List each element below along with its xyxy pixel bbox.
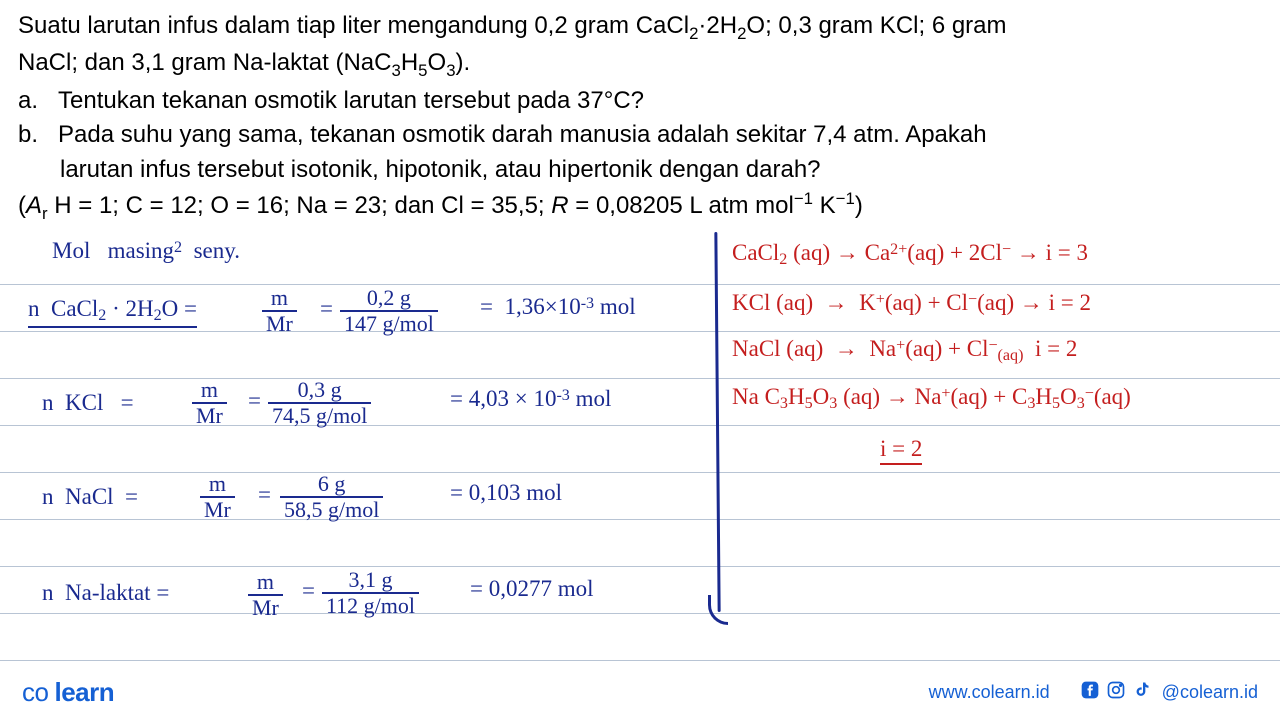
ion-eq-4: Na C3H5O3 (aq) → Na+(aq) + C3H5O3−(aq) [732,384,1131,413]
row4-eq1: = [302,578,315,603]
problem-part-b-2: larutan infus tersebut isotonik, hipoton… [18,154,1262,186]
row2-eq1: = [248,388,261,413]
work-title: Mol masing2 seny. [52,238,240,263]
facebook-icon [1080,680,1100,706]
row1-eq1: = [320,296,333,321]
footer: colearn www.colearn.id @colearn.id [0,677,1280,708]
brand-logo: colearn [22,677,114,708]
ion-eq-3: NaCl (aq) → Na+(aq) + Cl−(aq) i = 2 [732,336,1077,365]
row4-frac1: mMr [248,570,283,620]
row2-result: = 4,03 × 10-3 mol [450,386,611,411]
row1-frac1: mMr [262,286,297,336]
row3-frac1: mMr [200,472,235,522]
row2-frac2: 0,3 g74,5 g/mol [268,378,371,428]
problem-text: Suatu larutan infus dalam tiap liter men… [0,0,1280,234]
row2-lhs: n KCl = [42,390,134,415]
problem-line-1: Suatu larutan infus dalam tiap liter men… [18,10,1262,45]
ion-eq-2: KCl (aq) → K+(aq) + Cl−(aq) → i = 2 [732,290,1091,315]
problem-part-b-1: b. Pada suhu yang sama, tekanan osmotik … [18,119,1262,151]
ion-eq-5: i = 2 [880,436,922,465]
tiktok-icon [1132,680,1152,706]
instagram-icon [1106,680,1126,706]
brand-url: www.colearn.id [929,682,1050,703]
row4-result: = 0,0277 mol [470,576,594,601]
row2-frac1: mMr [192,378,227,428]
row4-lhs: n Na-laktat = [42,580,169,605]
row3-lhs: n NaCl = [42,484,138,509]
problem-part-a: a. Tentukan tekanan osmotik larutan ters… [18,85,1262,117]
row1-result: = 1,36×10-3 mol [480,294,636,319]
row1-lhs: n CaCl2 · 2H2O = [28,296,197,328]
row4-frac2: 3,1 g112 g/mol [322,568,419,618]
problem-line-2: NaCl; dan 3,1 gram Na-laktat (NaC3H5O3). [18,47,1262,82]
ion-eq-1: CaCl2 (aq) → Ca2+(aq) + 2Cl− → i = 3 [732,240,1088,269]
row3-frac2: 6 g58,5 g/mol [280,472,383,522]
row3-result: = 0,103 mol [450,480,562,505]
social-handle: @colearn.id [1162,682,1258,703]
social-icons: @colearn.id [1080,680,1258,706]
row1-frac2: 0,2 g147 g/mol [340,286,438,336]
problem-constants: (Ar H = 1; C = 12; O = 16; Na = 23; dan … [18,188,1262,225]
row3-eq1: = [258,482,271,507]
